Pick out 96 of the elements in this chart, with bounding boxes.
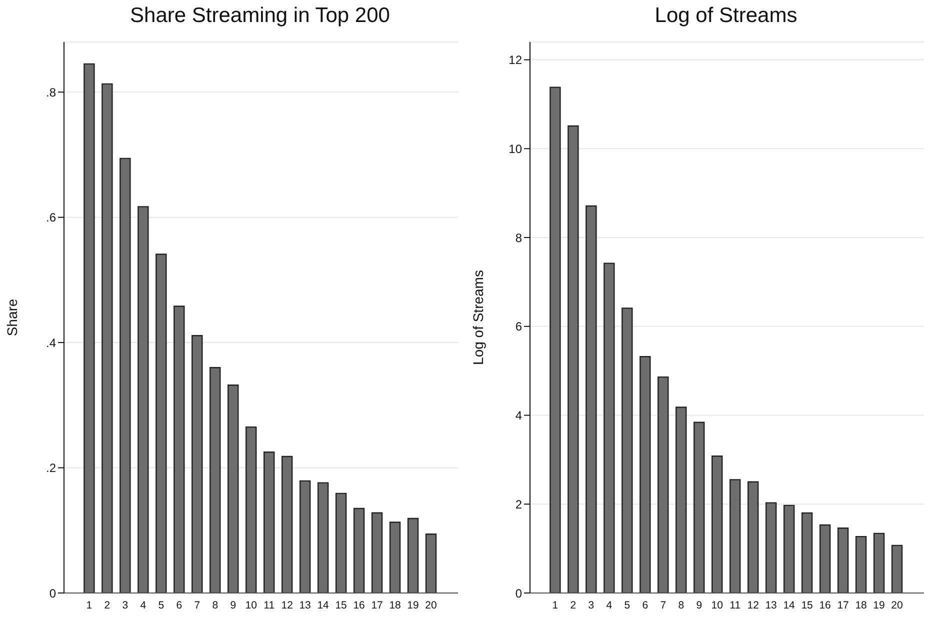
bar xyxy=(84,63,95,593)
x-tick-label: 11 xyxy=(264,599,275,612)
bar xyxy=(586,205,597,593)
x-tick-label: 14 xyxy=(783,599,796,612)
bar xyxy=(694,422,705,593)
bar xyxy=(873,532,885,593)
bar xyxy=(425,534,437,593)
bar xyxy=(102,83,113,593)
x-tick-label: 4 xyxy=(606,599,612,612)
bar xyxy=(568,125,579,593)
bar xyxy=(819,524,831,593)
x-tick-label: 19 xyxy=(873,599,886,612)
bar xyxy=(676,406,687,593)
x-tick-label: 15 xyxy=(801,599,814,612)
x-tick-label: 7 xyxy=(194,599,200,612)
bar xyxy=(604,262,615,593)
bar xyxy=(622,308,633,593)
x-tick-label: 3 xyxy=(122,599,128,612)
x-tick-label: 7 xyxy=(660,599,666,612)
bar xyxy=(855,536,867,593)
y-tick-label: 0 xyxy=(515,586,522,600)
y-tick-label: 6 xyxy=(515,320,522,334)
bar xyxy=(210,366,221,593)
x-tick-label: 3 xyxy=(588,599,594,612)
y-tick-label: 10 xyxy=(508,142,522,156)
x-tick-label: 12 xyxy=(747,599,760,612)
x-tick-label: 10 xyxy=(711,599,724,612)
x-tick-label: 16 xyxy=(353,599,366,612)
bar xyxy=(712,456,723,593)
bar xyxy=(407,518,419,593)
chart-title: Share Streaming in Top 200 xyxy=(129,4,391,28)
y-tick-label: .4 xyxy=(46,336,56,350)
y-tick-label: .6 xyxy=(46,210,56,225)
bar xyxy=(658,376,669,593)
x-tick-label: 1 xyxy=(86,599,92,612)
chart-title: Log of Streams xyxy=(654,4,798,28)
bar xyxy=(765,502,777,593)
x-tick-label: 1 xyxy=(552,599,558,612)
x-tick-label: 5 xyxy=(624,599,630,612)
y-tick-label: .8 xyxy=(46,85,56,100)
bar xyxy=(801,512,813,593)
bar xyxy=(120,158,131,593)
x-tick-label: 18 xyxy=(855,599,868,612)
y-tick-label: 8 xyxy=(515,230,522,245)
y-axis-title: Log of Streams xyxy=(470,270,486,365)
x-tick-label: 13 xyxy=(299,599,312,612)
bar xyxy=(264,452,275,593)
y-tick-label: 0 xyxy=(49,586,56,600)
bar xyxy=(640,356,651,593)
x-tick-label: 13 xyxy=(765,599,778,612)
y-tick-label: 2 xyxy=(515,497,522,512)
bar xyxy=(783,504,795,593)
x-tick-label: 8 xyxy=(212,599,218,612)
x-tick-label: 8 xyxy=(678,599,684,612)
x-tick-label: 17 xyxy=(371,599,384,612)
x-tick-label: 20 xyxy=(425,599,438,612)
x-tick-label: 6 xyxy=(176,599,182,612)
bar xyxy=(353,508,365,593)
bar xyxy=(192,335,203,593)
y-axis-title: Share xyxy=(4,298,20,336)
x-tick-label: 9 xyxy=(696,599,702,612)
bar xyxy=(317,482,329,593)
bar xyxy=(747,481,759,593)
bar xyxy=(138,206,149,593)
x-tick-label: 6 xyxy=(642,599,648,612)
bar xyxy=(156,254,167,593)
y-tick-label: 12 xyxy=(508,53,522,68)
bar xyxy=(550,86,561,593)
bar xyxy=(299,480,311,593)
bar xyxy=(891,544,903,593)
x-tick-label: 18 xyxy=(389,599,402,612)
x-tick-label: 2 xyxy=(570,599,576,612)
bar xyxy=(174,306,185,593)
x-tick-label: 11 xyxy=(730,599,741,612)
x-tick-label: 2 xyxy=(104,599,110,612)
y-tick-label: .2 xyxy=(46,461,56,476)
x-tick-label: 14 xyxy=(317,599,330,612)
x-tick-label: 20 xyxy=(891,599,904,612)
bar xyxy=(389,522,401,593)
x-tick-label: 9 xyxy=(230,599,236,612)
bar xyxy=(228,384,239,593)
bar xyxy=(335,492,347,593)
x-tick-label: 10 xyxy=(245,599,258,612)
y-tick-label: 4 xyxy=(515,408,522,423)
x-tick-label: 16 xyxy=(819,599,832,612)
bar xyxy=(837,528,849,593)
x-tick-label: 5 xyxy=(158,599,164,612)
bar xyxy=(246,426,257,593)
x-tick-label: 19 xyxy=(407,599,420,612)
bar xyxy=(371,512,383,593)
bar xyxy=(281,456,293,593)
bar xyxy=(730,479,741,593)
x-tick-label: 12 xyxy=(281,599,294,612)
x-tick-label: 15 xyxy=(335,599,348,612)
x-tick-label: 17 xyxy=(837,599,850,612)
x-tick-label: 4 xyxy=(140,599,146,612)
